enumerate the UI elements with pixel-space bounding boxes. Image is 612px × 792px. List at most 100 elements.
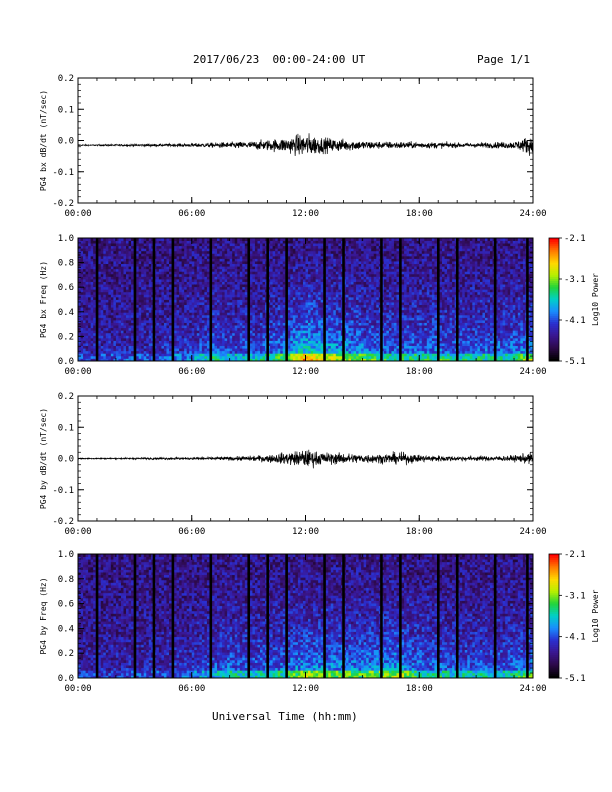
y-axis-label: PG4 bx Freq (Hz): [39, 261, 48, 338]
data-gap: [323, 554, 326, 678]
x-tick-label: 24:00: [519, 367, 546, 377]
x-tick-label: 18:00: [406, 527, 433, 537]
data-gap: [133, 554, 137, 678]
colorbar-tick-label: -3.1: [564, 275, 586, 285]
x-tick-label: 24:00: [519, 684, 546, 694]
heatmap-cells: [78, 238, 534, 362]
y-tick-label: -0.1: [52, 168, 74, 178]
data-gap: [493, 554, 497, 678]
colorbar-tick-label: -4.1: [564, 633, 586, 643]
y-tick-label: 0.4: [58, 308, 74, 318]
data-gap: [399, 238, 402, 361]
data-gap: [266, 554, 269, 678]
colorbar-tick-label: -5.1: [564, 674, 586, 684]
y-tick-label: 0.6: [58, 600, 74, 610]
data-gap: [342, 554, 345, 678]
x-axis-title: Universal Time (hh:mm): [212, 710, 358, 723]
data-gap: [437, 554, 440, 678]
y-tick-label: 1.0: [58, 550, 74, 560]
y-tick-label: 0.0: [58, 137, 74, 147]
colorbar: -2.1 -3.1 -4.1 -5.1 Log10 Power: [548, 550, 600, 684]
data-gap: [526, 554, 529, 678]
data-gap: [437, 238, 440, 361]
y-axis-label: PG4 by Freq (Hz): [39, 577, 48, 654]
x-tick-label: 06:00: [178, 209, 205, 219]
chart-title: 2017/06/23 00:00-24:00 UT: [193, 53, 366, 66]
y-tick-label: 0.2: [58, 649, 74, 659]
x-tick-label: 12:00: [292, 684, 319, 694]
x-tick-label: 06:00: [178, 684, 205, 694]
y-axis-label: PG4 bx dB/dt (nT/sec): [39, 90, 48, 191]
page-number: Page 1/1: [477, 53, 530, 66]
y-tick-label: 0.4: [58, 624, 74, 634]
colorbar: -2.1 -3.1 -4.1 -5.1 Log10 Power: [548, 234, 600, 367]
y-tick-label: 0.0: [58, 357, 74, 367]
x-tick-label: 18:00: [406, 209, 433, 219]
y-tick-label: 0.0: [58, 455, 74, 465]
y-tick-label: -0.2: [52, 199, 74, 209]
colorbar-tick-label: -3.1: [564, 591, 586, 601]
data-gap: [209, 238, 213, 361]
x-tick-label: 00:00: [64, 209, 91, 219]
colorbar-label: Log10 Power: [591, 273, 600, 326]
x-tick-label: 12:00: [292, 527, 319, 537]
data-gap: [247, 238, 251, 361]
x-tick-label: 12:00: [292, 209, 319, 219]
panel-2: 00:00 06:00 12:00 18:00 24:00 1.0 0.8 0.6 0.4 0.2…: [39, 234, 600, 377]
colorbar-tick-label: -5.1: [564, 357, 586, 367]
plot-frame: [77, 77, 534, 204]
colorbar-tick-label: -2.1: [564, 550, 586, 560]
x-tick-label: 06:00: [178, 367, 205, 377]
data-gap: [171, 238, 175, 361]
data-gap: [95, 238, 99, 361]
data-gap: [380, 238, 383, 361]
x-tick-label: 18:00: [406, 684, 433, 694]
y-tick-label: 0.1: [58, 423, 74, 433]
data-gap: [526, 238, 529, 361]
data-gap: [171, 554, 175, 678]
data-gap: [285, 238, 288, 361]
y-tick-label: 0.8: [58, 575, 74, 585]
data-gap: [152, 554, 156, 678]
series-line: [77, 133, 534, 158]
panel-3: 00:00 06:00 12:00 18:00 24:00 0.2 0.1 0.0 -0.1 -0…: [39, 392, 547, 537]
x-tick-label: 00:00: [64, 367, 91, 377]
colorbar-tick-label: -4.1: [564, 316, 586, 326]
data-gap: [133, 238, 137, 361]
y-tick-label: 0.0: [58, 674, 74, 684]
colorbar-tick-label: -2.1: [564, 234, 586, 244]
data-gap: [285, 554, 288, 678]
data-gap: [342, 238, 345, 361]
y-tick-label: 0.2: [58, 332, 74, 342]
y-tick-label: 0.2: [58, 74, 74, 84]
data-gap: [152, 238, 156, 361]
x-tick-label: 00:00: [64, 527, 91, 537]
data-gap: [493, 238, 497, 361]
y-tick-label: 0.8: [58, 259, 74, 269]
x-tick-label: 00:00: [64, 684, 91, 694]
data-gap: [95, 554, 99, 678]
x-tick-label: 18:00: [406, 367, 433, 377]
data-gap: [455, 238, 459, 361]
y-tick-label: -0.1: [52, 486, 74, 496]
heatmap-cells: [78, 554, 534, 679]
data-gap: [247, 554, 251, 678]
x-tick-label: 24:00: [519, 527, 546, 537]
x-tick-label: 06:00: [178, 527, 205, 537]
y-tick-label: 0.1: [58, 105, 74, 115]
data-gap: [455, 554, 459, 678]
y-tick-label: 0.6: [58, 283, 74, 293]
x-tick-label: 24:00: [519, 209, 546, 219]
y-tick-label: 1.0: [58, 234, 74, 244]
data-gap: [380, 554, 383, 678]
y-axis-label: PG4 by dB/dt (nT/sec): [39, 408, 48, 509]
x-tick-label: 12:00: [292, 367, 319, 377]
data-gap: [399, 554, 402, 678]
data-gap: [209, 554, 213, 678]
series-line: [77, 449, 534, 469]
panel-1: 00:00 06:00 12:00 18:00 24:00 0.2 0.1 0.0 -0.1 -0…: [39, 74, 547, 219]
data-gap: [266, 238, 269, 361]
y-tick-label: 0.2: [58, 392, 74, 402]
panel-4: 00:00 06:00 12:00 18:00 24:00 1.0 0.8 0.6 0.4 0.2…: [39, 550, 600, 694]
